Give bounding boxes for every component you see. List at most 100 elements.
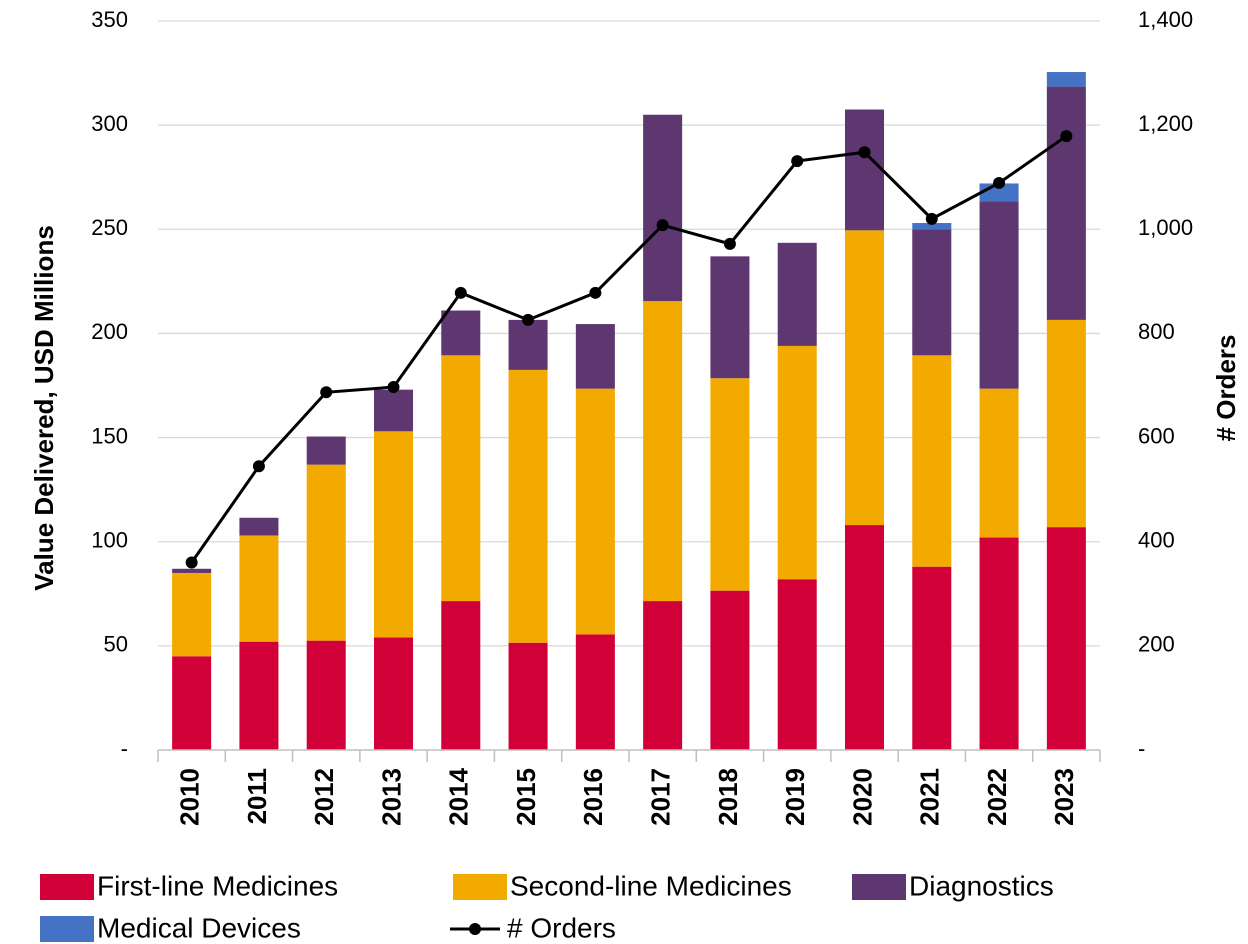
bar-segment bbox=[844, 525, 885, 750]
line-point bbox=[723, 237, 736, 250]
bar-segment bbox=[643, 601, 683, 750]
y-tick-label: - bbox=[121, 736, 128, 761]
bar-segment bbox=[306, 640, 346, 750]
line-point bbox=[387, 381, 400, 394]
bar-segment bbox=[575, 388, 615, 635]
x-tick-label: 2016 bbox=[578, 768, 608, 826]
bar-segment bbox=[979, 537, 1019, 750]
y2-tick-label: 600 bbox=[1138, 423, 1175, 448]
bar-segment bbox=[441, 601, 481, 750]
bar-segment bbox=[912, 229, 952, 356]
line-point bbox=[252, 460, 265, 473]
legend-swatch bbox=[852, 874, 906, 900]
bar-segment bbox=[844, 230, 885, 526]
y-tick-label: 300 bbox=[91, 111, 128, 136]
bar-segment bbox=[508, 642, 548, 750]
line-point bbox=[656, 219, 669, 232]
line-point bbox=[522, 313, 535, 326]
bar-segment bbox=[239, 641, 279, 750]
bar-segment bbox=[508, 369, 548, 643]
x-tick-label: 2011 bbox=[242, 768, 272, 824]
bar-segment bbox=[575, 324, 615, 389]
bar-segment bbox=[912, 223, 952, 230]
line-point bbox=[858, 146, 871, 159]
y-tick-label: 200 bbox=[91, 319, 128, 344]
legend-swatch bbox=[40, 916, 94, 942]
x-tick-label: 2020 bbox=[847, 768, 877, 826]
x-tick-label: 2021 bbox=[915, 768, 945, 826]
y2-tick-label: 200 bbox=[1138, 632, 1175, 657]
x-tick-label: 2013 bbox=[376, 768, 406, 826]
bar-segment bbox=[306, 464, 346, 641]
bar-segment bbox=[710, 256, 750, 379]
bar-segment bbox=[912, 566, 952, 750]
bar-segment bbox=[844, 109, 885, 231]
bar-segment bbox=[575, 634, 615, 750]
y2-tick-label: 1,000 bbox=[1138, 215, 1193, 240]
y-tick-label: 100 bbox=[91, 528, 128, 553]
x-tick-label: 2010 bbox=[175, 768, 205, 826]
y2-tick-label: 400 bbox=[1138, 528, 1175, 553]
legend-swatch bbox=[453, 874, 507, 900]
bar-segment bbox=[710, 590, 750, 750]
bar-segment bbox=[239, 535, 279, 642]
line-point bbox=[925, 212, 938, 225]
bar-segment bbox=[508, 319, 548, 370]
bar-segment bbox=[1046, 72, 1086, 87]
x-tick-label: 2022 bbox=[982, 768, 1012, 826]
bar-segment bbox=[710, 378, 750, 591]
bar-segment bbox=[1046, 319, 1086, 528]
bar-segment bbox=[777, 579, 817, 750]
y2-tick-label: - bbox=[1138, 736, 1145, 761]
y-tick-label: 250 bbox=[91, 215, 128, 240]
legend-label: First-line Medicines bbox=[97, 870, 338, 901]
bar-segment bbox=[239, 517, 279, 536]
bar-segment bbox=[979, 388, 1019, 538]
bar-segment bbox=[1046, 527, 1086, 750]
legend-label: Second-line Medicines bbox=[510, 870, 792, 901]
bar-segment bbox=[777, 242, 817, 346]
bar-segment bbox=[643, 114, 683, 302]
bar-segment bbox=[172, 656, 212, 750]
legend-marker bbox=[469, 923, 481, 935]
y-tick-label: 150 bbox=[91, 423, 128, 448]
bar-segment bbox=[1046, 86, 1086, 320]
x-tick-label: 2012 bbox=[309, 768, 339, 826]
y2-tick-label: 1,400 bbox=[1138, 7, 1193, 32]
x-tick-label: 2018 bbox=[713, 768, 743, 826]
line-point bbox=[454, 286, 467, 299]
x-tick-label: 2015 bbox=[511, 768, 541, 826]
bar-segment bbox=[373, 431, 414, 638]
y2-axis-title: # Orders bbox=[1211, 335, 1241, 442]
line-point bbox=[589, 286, 602, 299]
bar-segment bbox=[643, 301, 683, 602]
bar-segment bbox=[306, 436, 346, 465]
bar-segment bbox=[373, 389, 414, 432]
line-point bbox=[791, 155, 804, 168]
legend-swatch bbox=[40, 874, 94, 900]
line bbox=[190, 134, 1068, 564]
bar-segment bbox=[172, 572, 212, 657]
bar-segment bbox=[777, 345, 817, 580]
line-point bbox=[320, 386, 333, 399]
legend-label: Diagnostics bbox=[909, 870, 1054, 901]
y2-tick-label: 800 bbox=[1138, 319, 1175, 344]
x-tick-label: 2014 bbox=[444, 767, 474, 825]
legend-label: Medical Devices bbox=[97, 912, 301, 943]
bar-segment bbox=[979, 201, 1019, 389]
line-point bbox=[1060, 130, 1073, 143]
y-axis-title: Value Delivered, USD Millions bbox=[29, 225, 59, 591]
bar-segment bbox=[441, 310, 481, 356]
x-tick-label: 2017 bbox=[646, 768, 676, 826]
y-tick-label: 50 bbox=[104, 632, 128, 657]
x-tick-label: 2023 bbox=[1049, 768, 1079, 826]
bar-segment bbox=[441, 355, 481, 602]
x-tick-label: 2019 bbox=[780, 768, 810, 826]
line-point bbox=[185, 556, 198, 569]
line-point bbox=[993, 176, 1006, 189]
y-tick-label: 350 bbox=[91, 7, 128, 32]
bar-segment bbox=[373, 637, 414, 750]
bar-segment bbox=[912, 355, 952, 567]
legend-label: # Orders bbox=[507, 912, 616, 943]
